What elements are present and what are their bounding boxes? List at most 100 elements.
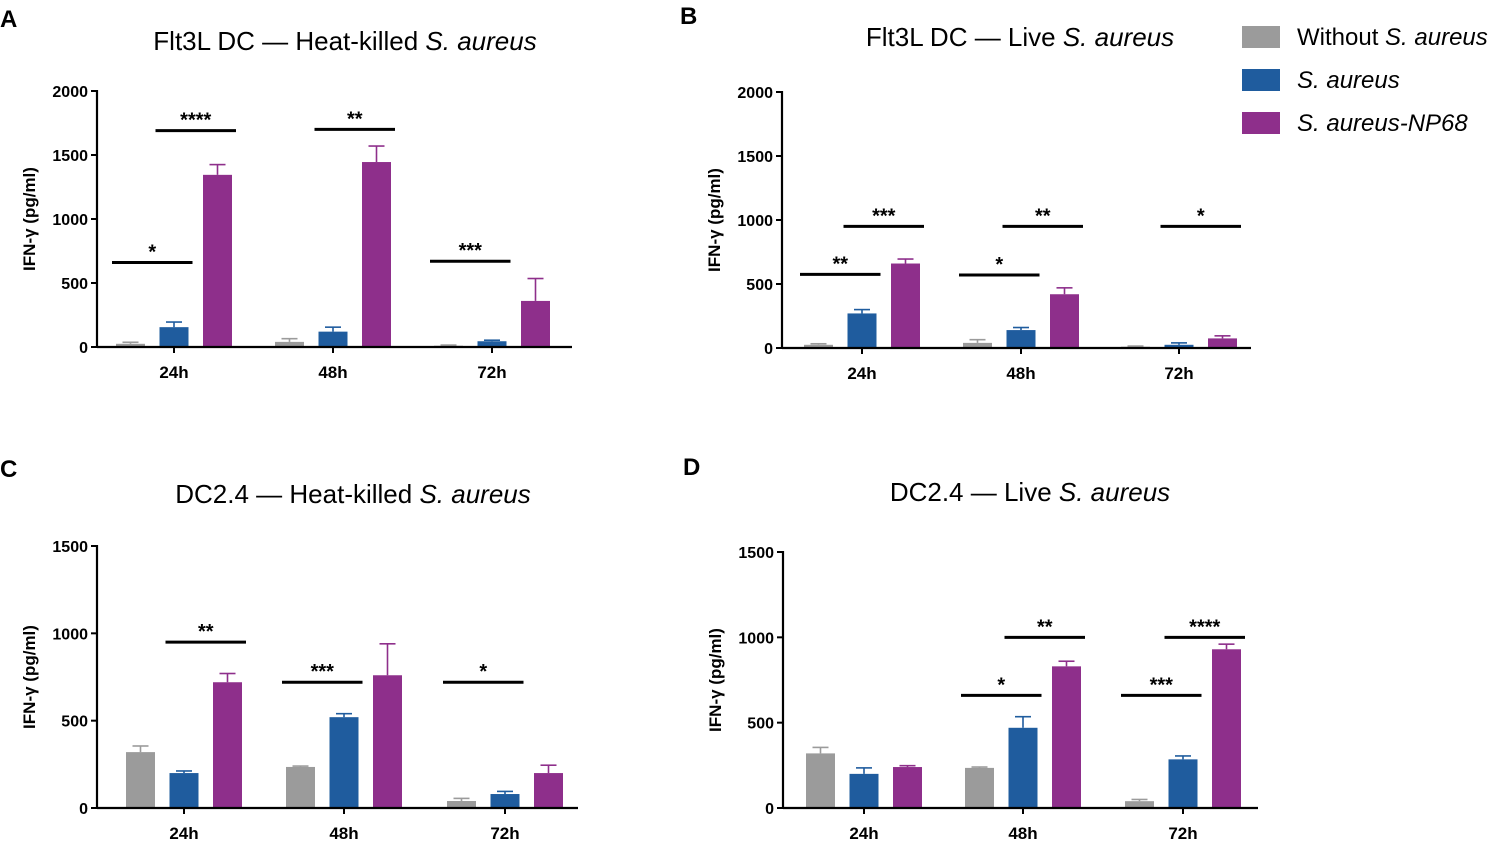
y-tick-label: 0: [765, 801, 774, 818]
x-tick-label: 72h: [1164, 364, 1193, 383]
significance-label: *: [995, 254, 1003, 276]
significance-label: **: [832, 253, 848, 275]
legend-label-italic: S. aureus: [1297, 67, 1400, 94]
chart-title: Flt3L DC — Heat-killed S. aureus: [153, 26, 536, 56]
bar-saureus-24h: [159, 327, 189, 347]
y-tick-label: 500: [746, 277, 773, 294]
bar-without-24h: [806, 753, 835, 808]
significance-label: ****: [180, 110, 211, 132]
y-tick-label: 1500: [738, 545, 774, 562]
significance-label: ***: [311, 661, 335, 683]
panel-letter: A: [0, 6, 17, 33]
significance-label: *: [148, 242, 156, 264]
chart-title-italic: S. aureus: [425, 26, 536, 56]
bar-saureus-24h: [849, 773, 879, 808]
chart-title-italic: S. aureus: [1063, 22, 1174, 52]
bar-np68-24h: [203, 174, 232, 347]
significance-label: *: [479, 661, 487, 683]
y-tick-label: 2000: [52, 84, 88, 101]
chart-panel-b: B Flt3L DC — Live S. aureus IFN-γ (pg/ml) 0…: [680, 3, 1251, 383]
y-tick-label: 1500: [52, 148, 88, 165]
y-axis-label: IFN-γ (pg/ml): [706, 628, 725, 732]
bar-np68-72h: [1212, 649, 1241, 808]
bar-saureus-24h: [847, 313, 877, 348]
chart-title-text: DC2.4 — Live: [890, 477, 1059, 507]
chart-title: Flt3L DC — Live S. aureus: [866, 22, 1174, 52]
bar-np68-48h: [373, 675, 402, 808]
y-tick-label: 0: [79, 801, 88, 818]
bar-without-48h: [286, 766, 315, 808]
x-tick-label: 48h: [1008, 824, 1037, 843]
bar-without-48h: [963, 342, 992, 348]
legend-label-italic: S. aureus: [1385, 24, 1488, 51]
y-axis-label: IFN-γ (pg/ml): [20, 167, 39, 271]
significance-label: ****: [1189, 616, 1220, 638]
bar-saureus-48h: [318, 331, 348, 347]
legend-swatch-np68: [1242, 112, 1280, 134]
chart-title-text: Flt3L DC — Live: [866, 22, 1063, 52]
bar-np68-72h: [534, 773, 563, 808]
y-tick-label: 1500: [52, 539, 88, 556]
y-tick-label: 1000: [738, 630, 774, 647]
y-axis-label: IFN-γ (pg/ml): [705, 168, 724, 272]
chart-title-italic: S. aureus: [419, 479, 530, 509]
x-tick-label: 48h: [329, 824, 358, 843]
bar-np68-72h: [1208, 338, 1237, 348]
chart-title: DC2.4 — Heat-killed S. aureus: [175, 479, 531, 509]
x-tick-label: 72h: [477, 363, 506, 382]
chart-title-italic: S. aureus: [1059, 477, 1170, 507]
bar-np68-72h: [521, 300, 550, 347]
bar-without-24h: [116, 343, 145, 347]
bar-without-72h: [1125, 801, 1154, 808]
panel-letter: D: [683, 454, 700, 481]
significance-label: *: [1197, 205, 1205, 227]
chart-title-text: Flt3L DC — Heat-killed: [153, 26, 425, 56]
y-axis-label: IFN-γ (pg/ml): [20, 625, 39, 729]
y-tick-label: 2000: [737, 85, 773, 102]
panels: A Flt3L DC — Heat-killed S. aureus IFN-γ (…: [0, 3, 1258, 843]
chart-title: DC2.4 — Live S. aureus: [890, 477, 1170, 507]
panel-letter: C: [0, 456, 17, 483]
y-tick-label: 500: [61, 714, 88, 731]
y-tick-label: 1500: [737, 149, 773, 166]
bar-saureus-72h: [1164, 344, 1194, 348]
bar-np68-24h: [891, 263, 920, 348]
significance-label: **: [347, 108, 363, 130]
x-tick-label: 24h: [849, 824, 878, 843]
x-tick-label: 72h: [490, 824, 519, 843]
bar-without-48h: [275, 341, 304, 347]
bar-saureus-48h: [329, 717, 359, 808]
x-tick-label: 72h: [1168, 824, 1197, 843]
significance-label: ***: [459, 240, 483, 262]
bar-saureus-48h: [1006, 330, 1036, 348]
y-tick-label: 1000: [52, 212, 88, 229]
x-tick-label: 48h: [318, 363, 347, 382]
bar-np68-24h: [213, 682, 242, 808]
bar-without-48h: [965, 767, 994, 808]
bar-without-24h: [804, 344, 833, 348]
bar-without-72h: [447, 801, 476, 808]
legend-swatch-without: [1242, 26, 1280, 48]
significance-label: **: [198, 621, 214, 643]
significance-label: **: [1035, 205, 1051, 227]
legend-label-prefix: Without: [1297, 24, 1385, 51]
y-tick-label: 0: [79, 340, 88, 357]
significance-label: *: [997, 674, 1005, 696]
chart-panel-c: C DC2.4 — Heat-killed S. aureus IFN-γ (pg/…: [0, 456, 578, 843]
bar-saureus-72h: [1168, 759, 1198, 808]
significance-label: **: [1037, 616, 1053, 638]
chart-panel-d: D DC2.4 — Live S. aureus IFN-γ (pg/ml) 0 500…: [683, 454, 1258, 843]
chart-title-text: DC2.4 — Heat-killed: [175, 479, 419, 509]
bar-np68-48h: [1052, 666, 1081, 808]
chart-panel-a: A Flt3L DC — Heat-killed S. aureus IFN-γ (…: [0, 6, 572, 382]
x-tick-label: 48h: [1006, 364, 1035, 383]
y-tick-label: 0: [764, 341, 773, 358]
bar-np68-24h: [893, 767, 922, 808]
legend-label-saureus: S. aureus: [1297, 67, 1400, 94]
bar-without-24h: [126, 752, 155, 808]
bar-saureus-24h: [169, 773, 199, 808]
bar-saureus-72h: [490, 794, 520, 808]
y-tick-label: 1000: [737, 213, 773, 230]
